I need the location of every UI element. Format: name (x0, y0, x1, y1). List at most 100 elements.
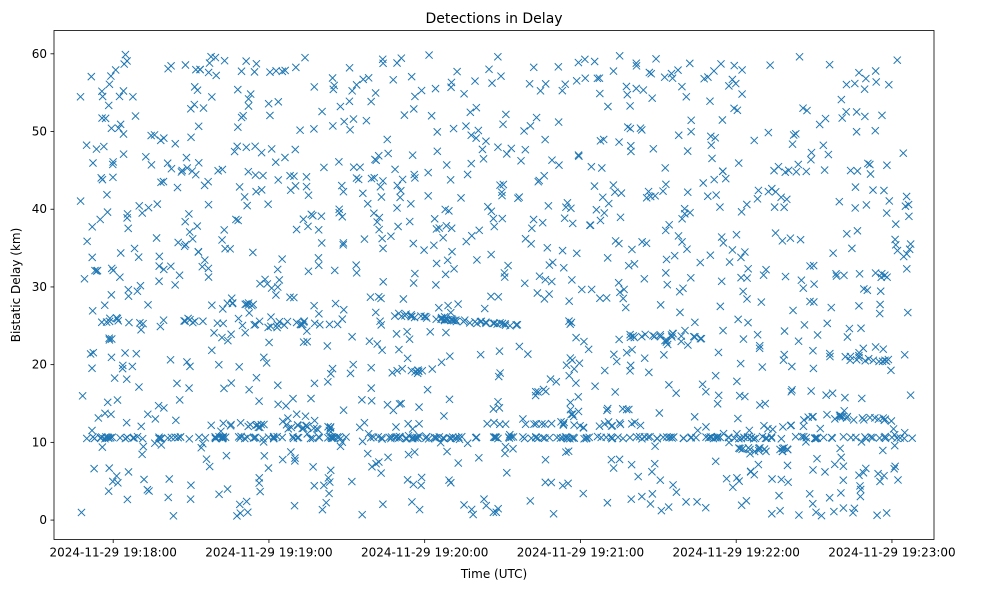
data-point (406, 199, 415, 208)
data-point (581, 74, 590, 83)
data-point (246, 420, 255, 429)
data-point (125, 318, 133, 327)
data-point (242, 497, 251, 506)
data-point (879, 186, 888, 195)
data-point (152, 234, 161, 242)
data-point (443, 256, 452, 265)
data-point (177, 167, 186, 176)
data-point (690, 318, 699, 327)
data-point (242, 57, 251, 66)
data-point (124, 292, 133, 301)
data-point (853, 167, 862, 175)
data-point (728, 483, 737, 492)
data-point (278, 255, 287, 264)
data-point (444, 315, 453, 324)
data-point (882, 508, 891, 517)
data-point (830, 414, 839, 423)
data-point (155, 262, 164, 271)
data-point (535, 272, 544, 281)
data-point (690, 412, 699, 421)
data-point (558, 433, 567, 442)
data-point (611, 236, 620, 245)
data-point (227, 330, 236, 339)
data-point (193, 222, 202, 231)
data-point (469, 510, 478, 519)
data-point (336, 102, 345, 111)
data-point (108, 160, 117, 169)
data-point (841, 352, 850, 361)
data-point (787, 421, 796, 430)
data-point (734, 315, 743, 324)
data-point (150, 130, 159, 139)
data-point (97, 173, 106, 182)
data-point (796, 235, 805, 244)
data-point (647, 69, 656, 78)
data-point (445, 395, 454, 404)
data-point (632, 59, 641, 68)
data-point (615, 455, 624, 464)
data-point (568, 410, 577, 419)
data-point (874, 469, 883, 478)
data-point (850, 79, 859, 88)
data-point (273, 265, 282, 274)
data-point (564, 479, 573, 488)
data-points (76, 50, 917, 520)
data-point (808, 499, 817, 508)
data-point (107, 353, 116, 362)
data-point (296, 126, 305, 135)
data-point (364, 429, 373, 438)
data-point (427, 111, 436, 120)
data-point (452, 317, 461, 326)
data-point (778, 422, 787, 431)
data-point (865, 160, 874, 169)
data-point (367, 384, 376, 393)
data-point (609, 181, 618, 190)
data-point (648, 94, 657, 103)
data-point (546, 375, 555, 384)
data-point (813, 434, 822, 443)
data-point (346, 125, 355, 134)
data-point (678, 214, 687, 223)
data-point (263, 279, 272, 288)
data-point (493, 52, 502, 61)
data-point (410, 92, 419, 101)
data-point (591, 382, 600, 391)
data-point (310, 301, 319, 310)
data-point (728, 75, 737, 84)
data-point (163, 159, 172, 168)
data-point (377, 469, 386, 478)
data-point (766, 61, 775, 70)
data-point (251, 142, 260, 151)
data-point (441, 328, 450, 337)
data-point (105, 335, 114, 344)
data-point (521, 420, 530, 429)
data-point (541, 275, 550, 284)
data-point (292, 410, 301, 419)
data-point (122, 418, 131, 427)
data-point (290, 501, 299, 510)
data-point (194, 158, 203, 167)
data-point (504, 261, 513, 270)
data-point (636, 421, 645, 430)
data-point (526, 496, 535, 505)
data-point (565, 297, 574, 306)
data-point (440, 434, 448, 443)
data-point (289, 172, 298, 181)
data-point (144, 300, 152, 309)
data-point (490, 418, 498, 427)
data-point (665, 433, 674, 442)
data-point (899, 252, 908, 261)
data-point (876, 287, 885, 296)
data-point (856, 492, 865, 501)
data-point (794, 337, 803, 346)
data-point (737, 253, 745, 262)
data-point (113, 396, 122, 404)
data-point (639, 86, 648, 94)
data-point (715, 203, 724, 212)
data-point (289, 394, 297, 403)
data-point (246, 90, 255, 99)
data-point (641, 330, 650, 339)
data-point (622, 348, 631, 357)
data-point (780, 443, 789, 452)
data-point (607, 433, 615, 442)
